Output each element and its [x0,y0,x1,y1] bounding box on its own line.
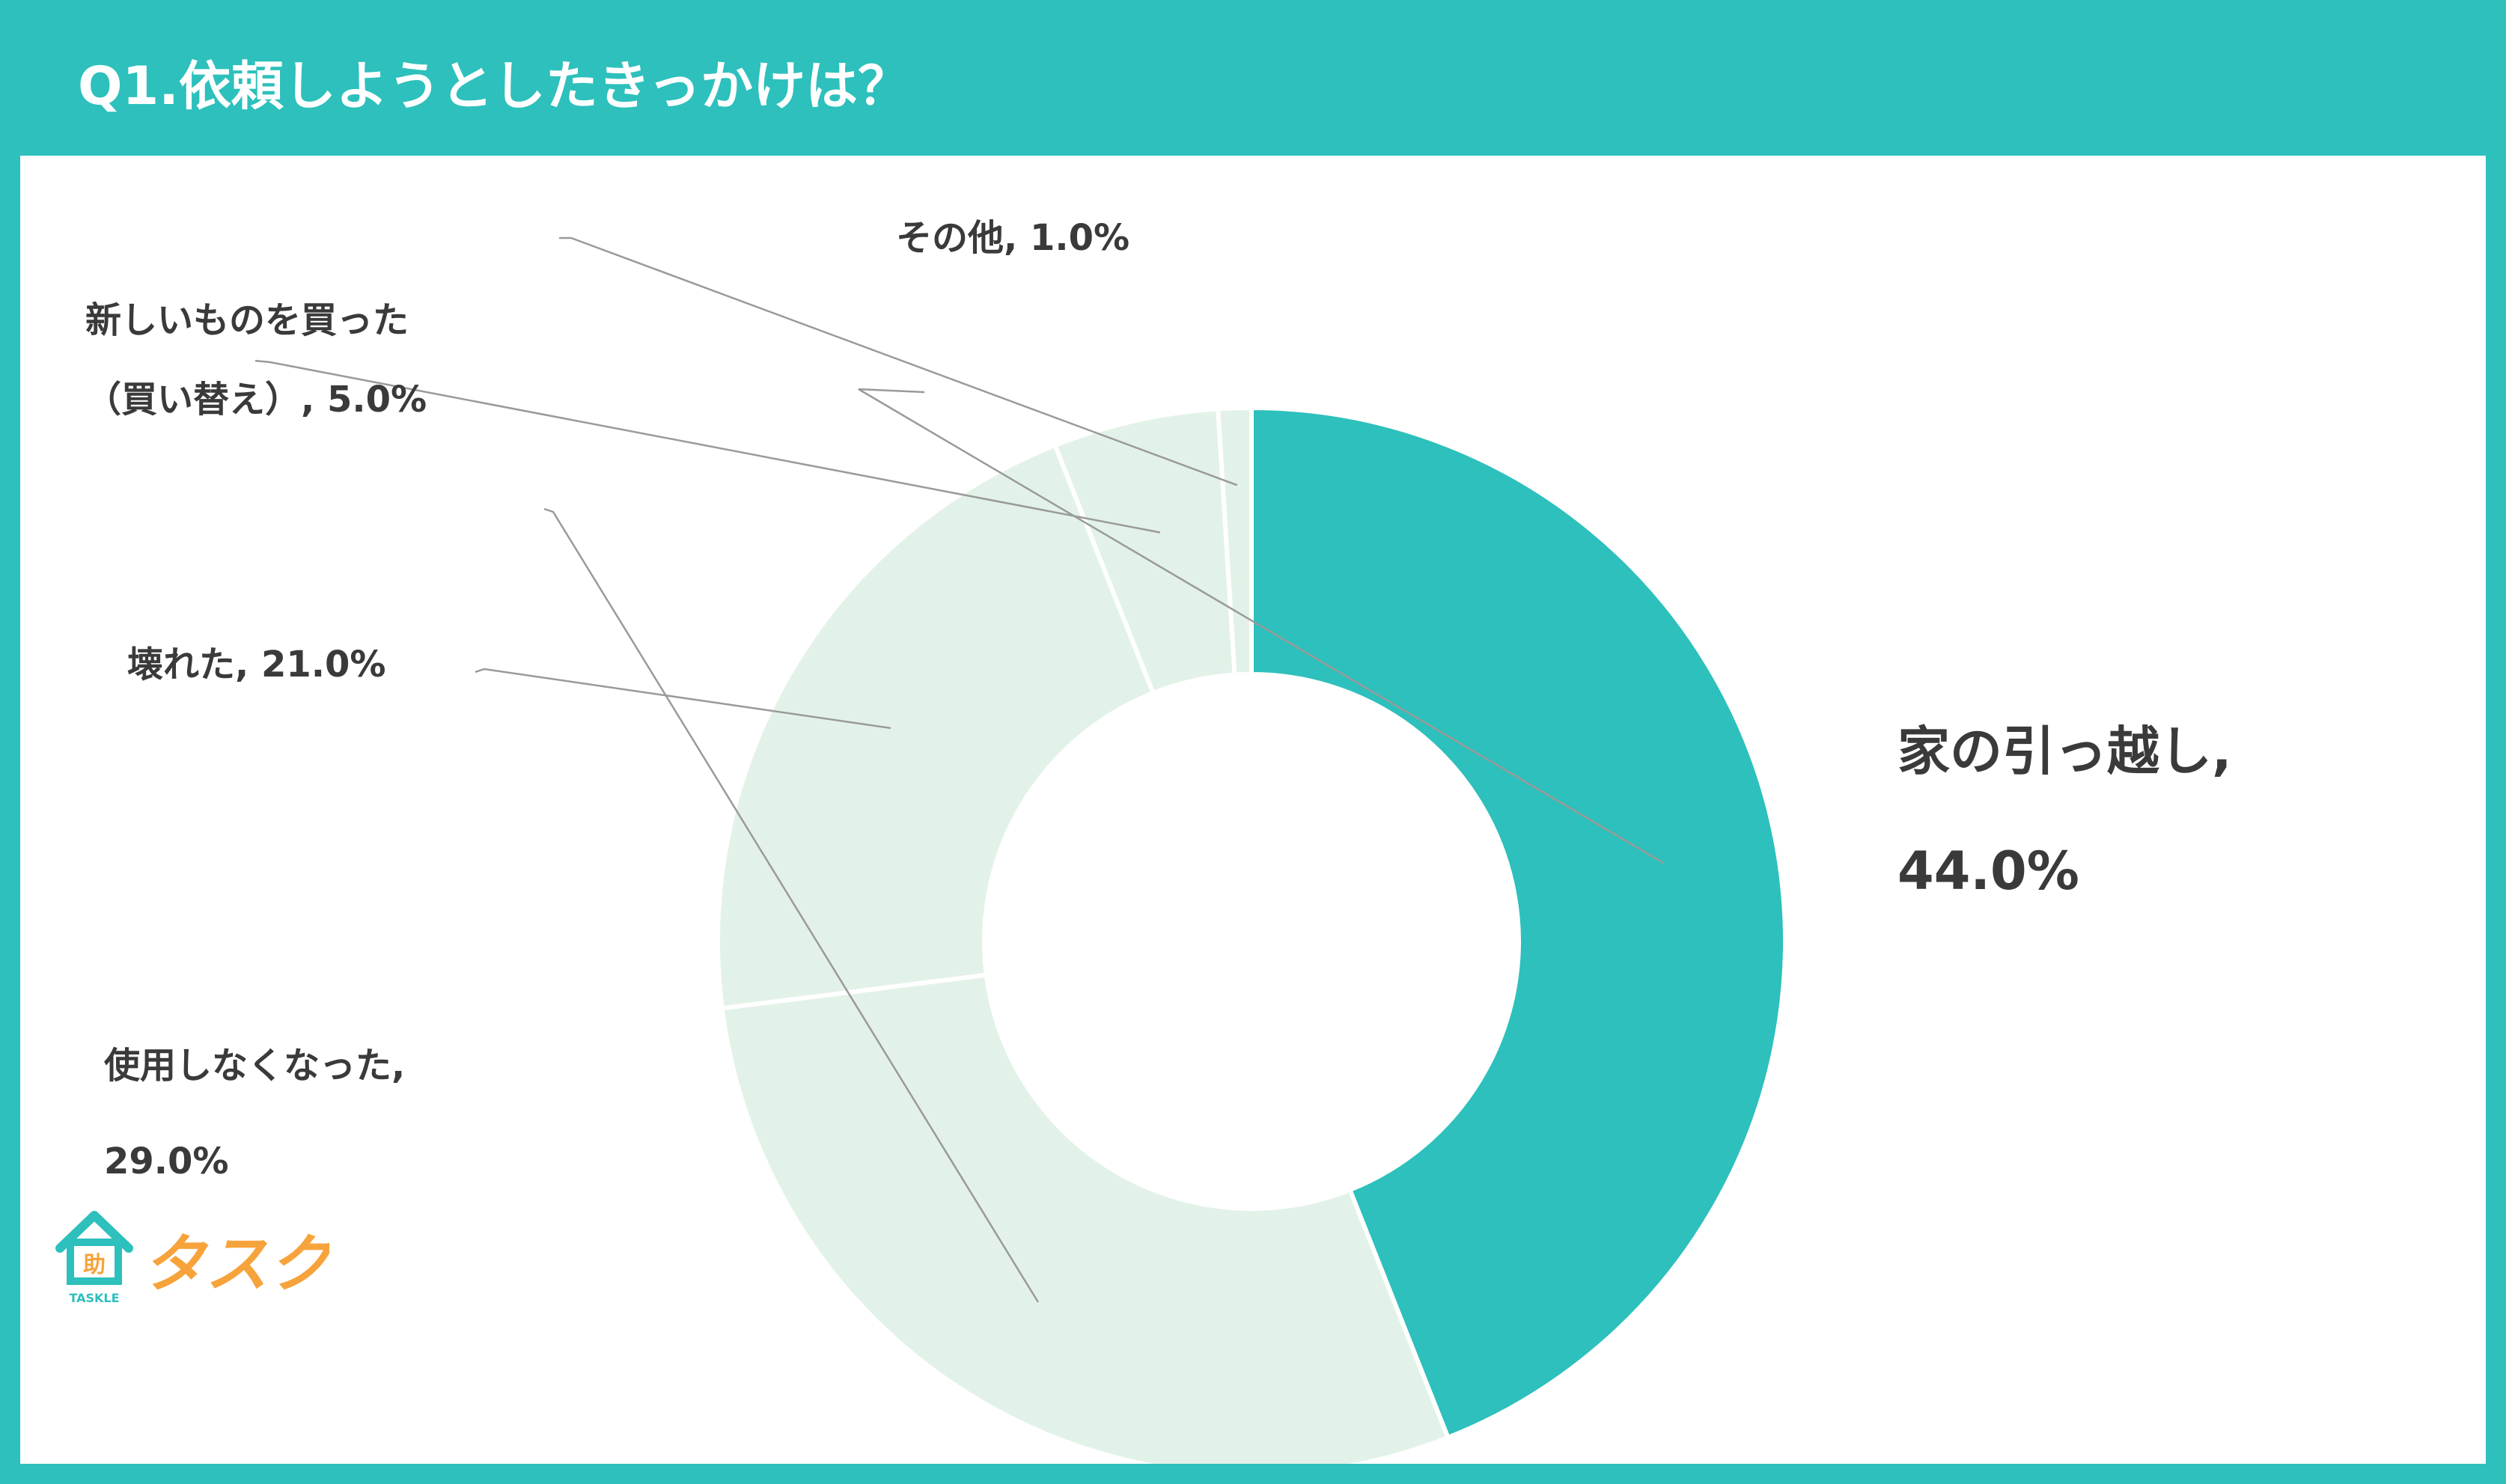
donut-chart: 家の引っ越し, 44.0% 使用しなくなった, 29.0% 壊れた, 21.0% 新しいも… [85,217,2232,1464]
leader-line-1 [858,388,1664,864]
donut-slice-3 [716,442,1156,1011]
slice-label-1-line-2: 44.0% [1897,840,2079,902]
slice-label-4-line-2: （買い替え）, 5.0% [85,379,427,421]
donut-slice-5 [1216,405,1254,677]
chart-title: Q1.依頼しようとしたきっかけは？ [78,55,911,117]
brand-name: タスクル [142,1227,329,1301]
donut-slice-2 [719,972,1451,1464]
slice-label-1-line-1: 家の引っ越し, [1897,721,2232,782]
slice-label-3-line-1: 壊れた, 21.0% [127,644,385,685]
taskle-logo: 助 TASKLE タスクル [55,1211,329,1305]
slice-label-5-line-1: その他, 1.0% [896,217,1129,259]
house-icon: 助 [55,1211,133,1285]
leader-line-3 [475,668,891,730]
slice-label-4-line-1: 新しいものを買った [85,299,409,341]
house-glyph: 助 [83,1252,106,1278]
leader-line-5 [559,236,1238,486]
donut-slice-1 [1249,405,1787,1441]
chart-panel: 家の引っ越し, 44.0% 使用しなくなった, 29.0% 壊れた, 21.0% 新しいも… [20,156,2486,1464]
slice-label-2-line-2: 29.0% [104,1141,229,1182]
slice-label-2-line-1: 使用しなくなった, [104,1045,405,1087]
brand-sub: TASKLE [69,1291,119,1305]
leader-line-2 [543,507,1040,1303]
leader-line-4 [254,359,1161,534]
